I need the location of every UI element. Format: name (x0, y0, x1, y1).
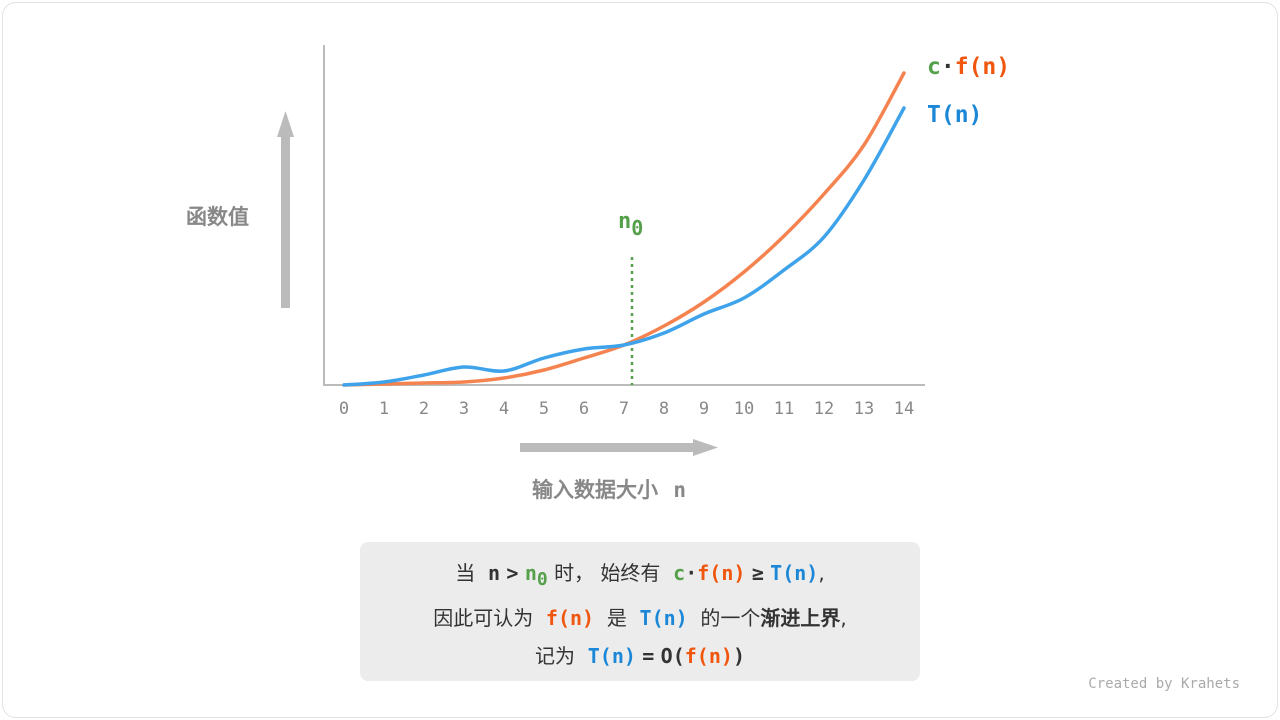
x-tick-label: 2 (419, 399, 429, 419)
x-tick-label: 0 (339, 399, 349, 419)
explanation-box: 当 n > n0 时， 始终有 c·f(n) ≥ T(n), 因此可认为 f(n… (360, 542, 920, 681)
x-tick-label: 13 (854, 399, 874, 419)
x-tick-label: 14 (894, 399, 914, 419)
x-tick-label: 9 (699, 399, 709, 419)
x-tick-label: 1 (379, 399, 389, 419)
y-arrow-icon (277, 111, 294, 308)
legend-cf: c·f(n) (927, 54, 1010, 80)
note-line-2: 因此可认为 f(n) 是 T(n) 的一个渐进上界, (433, 606, 847, 630)
credit-text: Created by Krahets (1088, 676, 1240, 692)
x-tick-label: 7 (619, 399, 629, 419)
x-tick-label: 11 (774, 399, 794, 419)
x-tick-label: 6 (579, 399, 589, 419)
x-tick-label: 8 (659, 399, 669, 419)
x-axis-label: 输入数据大小 n (532, 478, 686, 502)
x-arrow-icon (520, 439, 718, 456)
note-line-3: 记为 T(n) = O(f(n)) (535, 644, 745, 668)
x-tick-label: 12 (814, 399, 834, 419)
x-tick-label: 3 (459, 399, 469, 419)
legend-t: T(n) (927, 102, 982, 128)
note-line-1: 当 n > n0 时， 始终有 c·f(n) ≥ T(n), (455, 561, 825, 590)
y-axis-label: 函数值 (186, 205, 249, 229)
x-tick-label: 5 (539, 399, 549, 419)
t-curve (342, 106, 906, 387)
x-tick-label: 10 (734, 399, 754, 419)
x-tick-label: 4 (499, 399, 509, 419)
n0-label: n0 (618, 209, 643, 240)
